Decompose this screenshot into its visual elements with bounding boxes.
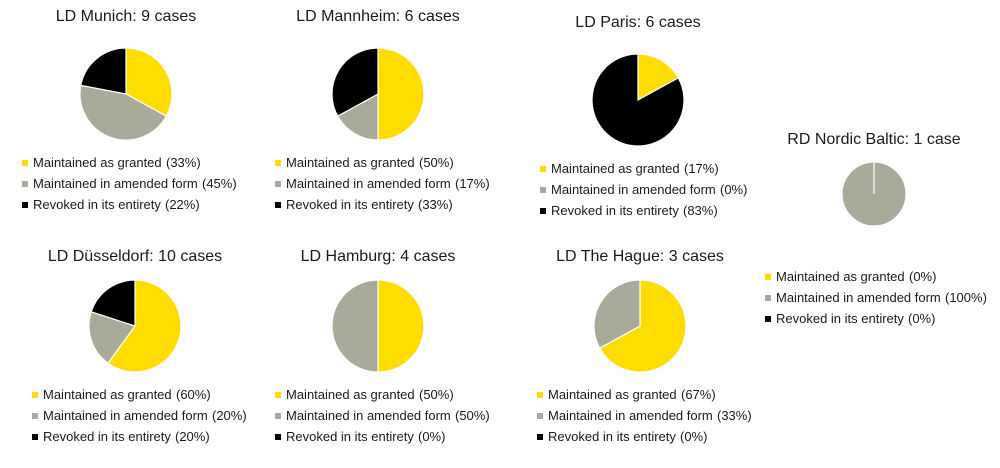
legend-label: Revoked in its entirety <box>286 197 414 212</box>
legend-label: Maintained in amended form <box>33 176 198 191</box>
legend-swatch <box>275 160 281 166</box>
legend-value: (0%) <box>908 311 936 326</box>
slice-maintained-in-amended-form <box>331 279 379 373</box>
legend-label: Maintained in amended form <box>776 290 941 305</box>
legend-value: (45%) <box>202 176 237 191</box>
legend-label: Maintained as granted <box>33 155 162 170</box>
legend-value: (17%) <box>684 161 719 176</box>
legend-swatch <box>537 434 543 440</box>
legend-value: (50%) <box>419 387 454 402</box>
legend-label: Revoked in its entirety <box>43 429 171 444</box>
pie-chart <box>331 47 425 141</box>
legend-swatch <box>765 295 771 301</box>
legend-swatch <box>22 160 28 166</box>
legend-label: Revoked in its entirety <box>776 311 904 326</box>
legend-value: (20%) <box>175 429 210 444</box>
legend-value: (0%) <box>909 269 937 284</box>
legend-value: (60%) <box>176 387 211 402</box>
slice-maintained-in-amended-form <box>79 84 168 141</box>
slice-revoked-in-its-entirety <box>80 47 127 95</box>
pie-chart-panel: LD The Hague: 3 cases Maintained as grant… <box>500 248 752 468</box>
pie-chart-panel: LD Hamburg: 4 cases Maintained as granted… <box>250 248 500 468</box>
legend-label: Maintained as granted <box>548 387 677 402</box>
pie-chart <box>591 53 685 147</box>
legend-value: (33%) <box>717 408 752 423</box>
legend-value: (100%) <box>945 290 987 305</box>
legend-swatch <box>537 392 543 398</box>
legend-swatch <box>275 181 281 187</box>
legend-swatch <box>275 392 281 398</box>
slice-maintained-as-granted <box>107 279 182 373</box>
legend-swatch <box>22 181 28 187</box>
legend-label: Maintained as granted <box>286 155 415 170</box>
pie-chart-panel: LD Munich: 9 cases Maintained as granted (… <box>0 8 250 228</box>
chart-title: LD Munich: 9 cases <box>55 8 197 25</box>
legend-label: Maintained in amended form <box>286 408 451 423</box>
legend-swatch <box>765 316 771 322</box>
legend-value: (50%) <box>419 155 454 170</box>
legend-label: Maintained in amended form <box>286 176 451 191</box>
pie-chart <box>331 279 425 373</box>
legend-label: Maintained in amended form <box>551 182 716 197</box>
legend-swatch <box>765 274 771 280</box>
legend-value: (0%) <box>720 182 748 197</box>
legend-label: Revoked in its entirety <box>551 203 679 218</box>
legend-label: Maintained in amended form <box>548 408 713 423</box>
legend-swatch <box>275 202 281 208</box>
legend-label: Maintained as granted <box>43 387 172 402</box>
legend-value: (67%) <box>681 387 716 402</box>
slice-maintained-as-granted <box>637 53 680 102</box>
legend-value: (33%) <box>166 155 201 170</box>
legend-swatch <box>540 208 546 214</box>
pie-chart-panel: LD Paris: 6 cases Maintained as granted (1… <box>500 14 750 234</box>
legend-swatch <box>32 434 38 440</box>
legend-value: (83%) <box>683 203 718 218</box>
legend-value: (17%) <box>455 176 490 191</box>
slice-maintained-as-granted <box>377 47 425 141</box>
slice-maintained-in-amended-form <box>593 279 641 349</box>
legend-swatch <box>537 413 543 419</box>
pie-chart <box>841 161 907 227</box>
chart-title: LD Hamburg: 4 cases <box>300 248 456 265</box>
legend-swatch <box>32 413 38 419</box>
chart-title: LD Paris: 6 cases <box>575 14 701 31</box>
legend-value: (0%) <box>680 429 708 444</box>
slice-maintained-as-granted <box>125 47 173 117</box>
legend-label: Maintained as granted <box>551 161 680 176</box>
pie-chart-panel: RD Nordic Baltic: 1 case Maintained as gr… <box>750 131 1000 351</box>
chart-title: LD Düsseldorf: 10 cases <box>47 248 223 265</box>
legend-swatch <box>275 413 281 419</box>
legend-swatch <box>540 166 546 172</box>
slice-revoked-in-its-entirety <box>591 53 685 147</box>
slice-maintained-as-granted <box>377 279 425 373</box>
legend-swatch <box>22 202 28 208</box>
slice-maintained-as-granted <box>598 279 687 373</box>
legend-value: (20%) <box>212 408 247 423</box>
legend-label: Maintained as granted <box>776 269 905 284</box>
legend-value: (50%) <box>455 408 490 423</box>
pie-chart <box>593 279 687 373</box>
legend-value: (22%) <box>165 197 200 212</box>
legend-value: (0%) <box>418 429 446 444</box>
slice-revoked-in-its-entirety <box>90 279 136 327</box>
legend-swatch <box>540 187 546 193</box>
legend-swatch <box>275 434 281 440</box>
slice-revoked-in-its-entirety <box>331 47 379 117</box>
legend-label: Revoked in its entirety <box>548 429 676 444</box>
chart-title: RD Nordic Baltic: 1 case <box>787 131 961 148</box>
slice-maintained-in-amended-form <box>88 311 136 365</box>
chart-title: LD The Hague: 3 cases <box>556 248 724 265</box>
legend-label: Revoked in its entirety <box>33 197 161 212</box>
pie-chart <box>79 47 173 141</box>
slice-maintained-in-amended-form <box>336 92 379 141</box>
legend-label: Maintained in amended form <box>43 408 208 423</box>
pie-chart-panel: LD Mannheim: 6 cases Maintained as grante… <box>250 8 500 228</box>
legend-label: Revoked in its entirety <box>286 429 414 444</box>
legend-label: Maintained as granted <box>286 387 415 402</box>
chart-title: LD Mannheim: 6 cases <box>296 8 460 25</box>
pie-chart-panel: LD Düsseldorf: 10 cases Maintained as gra… <box>0 248 250 468</box>
pie-chart <box>88 279 182 373</box>
legend-value: (33%) <box>418 197 453 212</box>
legend-swatch <box>32 392 38 398</box>
